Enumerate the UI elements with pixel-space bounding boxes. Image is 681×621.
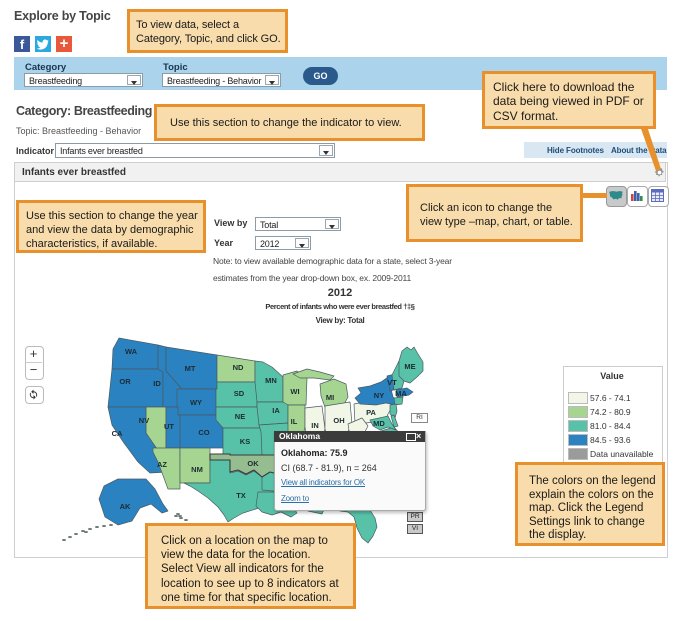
svg-text:NY: NY: [374, 391, 384, 400]
svg-text:IN: IN: [311, 421, 319, 430]
svg-text:VT: VT: [387, 378, 397, 387]
svg-text:OK: OK: [247, 459, 259, 468]
svg-text:MT: MT: [185, 364, 196, 373]
svg-text:IA: IA: [272, 406, 280, 415]
svg-text:OR: OR: [119, 377, 131, 386]
svg-text:NV: NV: [139, 416, 149, 425]
svg-text:AZ: AZ: [157, 460, 167, 469]
svg-text:WA: WA: [125, 347, 138, 356]
svg-text:ME: ME: [404, 362, 415, 371]
svg-text:WI: WI: [290, 387, 299, 396]
svg-text:ND: ND: [233, 363, 244, 372]
svg-text:CA: CA: [112, 429, 123, 438]
svg-text:PA: PA: [366, 408, 376, 417]
svg-text:IL: IL: [291, 417, 298, 426]
svg-text:MI: MI: [326, 393, 334, 402]
svg-text:OH: OH: [333, 416, 344, 425]
svg-text:KS: KS: [240, 437, 250, 446]
svg-text:ID: ID: [153, 379, 161, 388]
svg-text:MD: MD: [373, 419, 385, 428]
svg-text:CO: CO: [198, 428, 209, 437]
svg-text:UT: UT: [164, 422, 174, 431]
svg-text:NM: NM: [191, 465, 203, 474]
svg-text:MA: MA: [395, 389, 407, 398]
svg-text:TX: TX: [236, 491, 246, 500]
svg-text:WY: WY: [190, 398, 202, 407]
svg-text:SD: SD: [234, 389, 245, 398]
svg-text:MN: MN: [265, 376, 277, 385]
svg-text:AK: AK: [120, 502, 131, 511]
svg-text:NE: NE: [235, 412, 245, 421]
